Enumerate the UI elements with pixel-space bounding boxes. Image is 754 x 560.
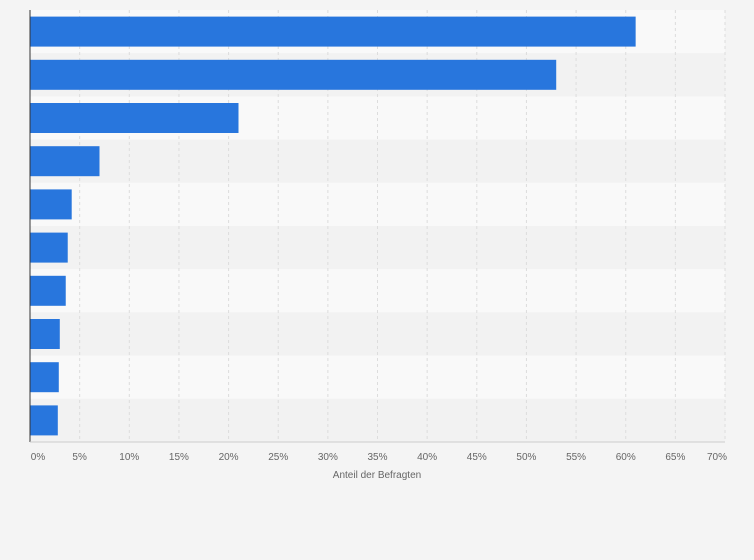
bar [30,16,636,47]
bars [30,16,636,436]
bar [30,362,59,393]
x-tick-label: 10% [119,452,139,463]
x-tick-label: 40% [417,452,437,463]
x-tick-label: 15% [169,452,189,463]
bar [30,189,72,220]
x-tick-label: 5% [72,452,87,463]
bar [30,275,66,306]
axes [29,10,725,443]
bar [30,103,239,133]
bar [30,232,68,263]
x-tick-label: 20% [219,452,239,463]
x-tick-label: 65% [665,452,685,463]
x-tick-label: 55% [566,452,586,463]
bar [30,405,58,436]
bar [30,319,60,349]
bar [30,59,557,90]
x-tick-label: 0% [31,452,46,463]
bar [30,146,100,177]
x-tick-label: 50% [516,452,536,463]
x-tick-label: 30% [318,452,338,463]
x-axis-title: Anteil der Befragten [333,470,421,481]
x-tick-label: 60% [616,452,636,463]
x-tick-label: 70% [707,452,727,463]
x-tick-label: 45% [467,452,487,463]
x-tick-label: 35% [367,452,387,463]
x-tick-label: 25% [268,452,288,463]
x-tick-labels: 0% 5% 10% 15% 20% 25% 30% 35% 40% 45% 50% 55% 60% 65%… [31,452,727,463]
